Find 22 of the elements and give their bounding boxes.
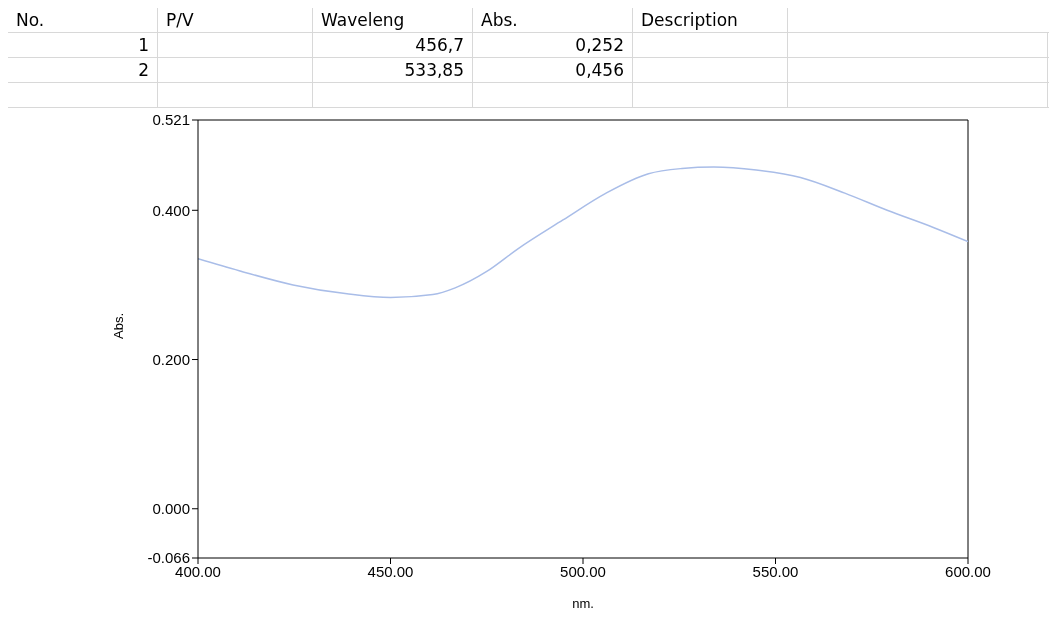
text: Waveleng <box>313 8 473 32</box>
y-axis-title: Abs. <box>110 312 126 339</box>
x-tick-label: 600.00 <box>945 562 991 580</box>
line-series <box>198 166 968 299</box>
x-axis-title: nm. <box>572 596 594 611</box>
text: 2 <box>8 58 158 82</box>
text: No. <box>8 8 158 32</box>
x-tick-label: 450.00 <box>367 562 414 580</box>
text: 0,252 <box>473 33 633 57</box>
y-tick-label: 0.400 <box>152 201 190 219</box>
y-tick-label: 0.521 <box>152 111 190 129</box>
x-tick-label: 500.00 <box>560 562 606 580</box>
text: 0,456 <box>473 58 633 82</box>
text: Description <box>633 8 788 32</box>
x-tick-label: 550.00 <box>752 562 799 580</box>
text: 533,85 <box>313 58 473 82</box>
y-tick-label: 0.000 <box>152 500 190 518</box>
y-tick-label: 0.200 <box>152 350 190 368</box>
text: 456,7 <box>313 33 473 57</box>
text: P/V <box>158 8 313 32</box>
text: Abs. <box>473 8 633 32</box>
text: 1 <box>8 33 158 57</box>
